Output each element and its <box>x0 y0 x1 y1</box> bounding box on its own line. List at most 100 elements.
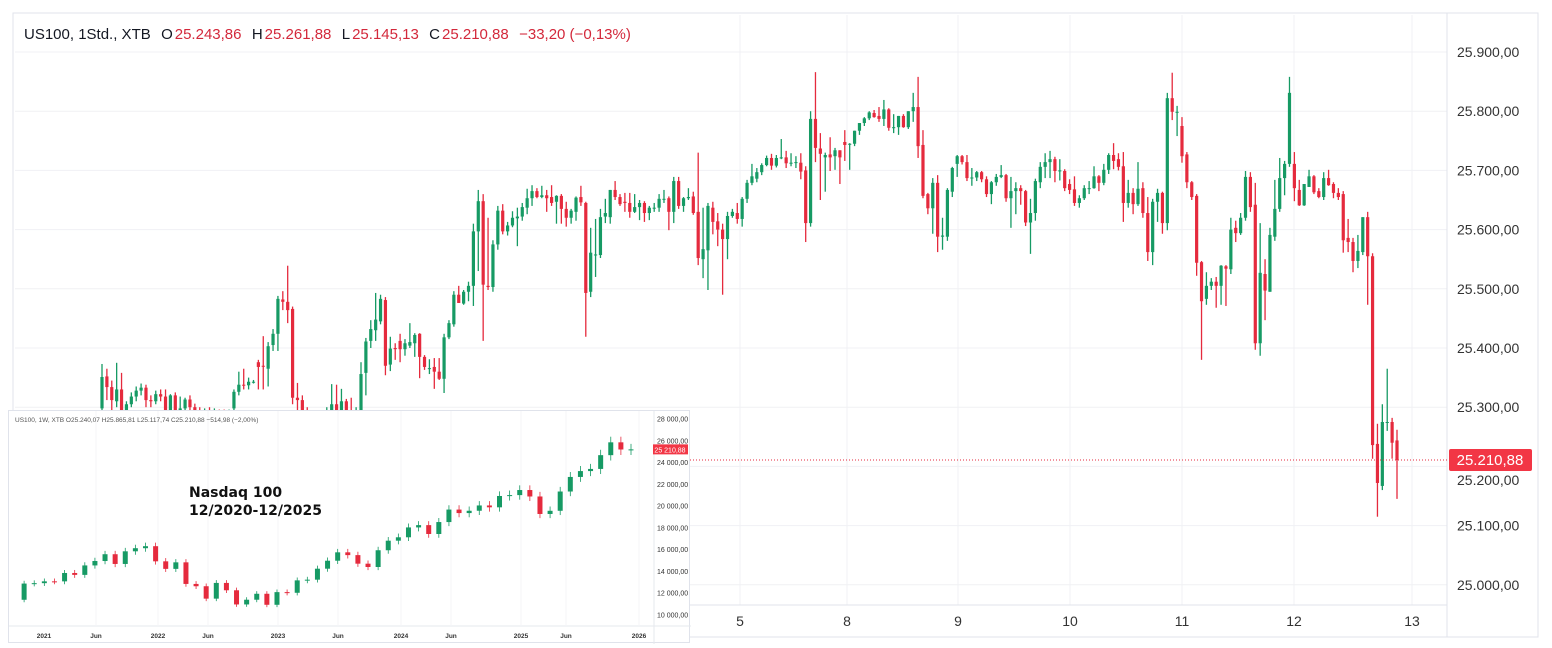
candle <box>466 281 471 302</box>
candle <box>476 189 480 272</box>
candle-body <box>178 408 182 411</box>
candle-body <box>936 182 940 237</box>
candle-body <box>1077 198 1081 203</box>
candle-body <box>765 157 769 166</box>
candle-body <box>950 168 954 192</box>
inset-title: Nasdaq 100 12/2020-12/2025 <box>189 484 322 520</box>
inset-candle <box>51 578 57 585</box>
candle-body <box>955 156 959 164</box>
inset-candle <box>567 472 573 497</box>
candle <box>725 211 730 260</box>
candle <box>256 359 260 390</box>
candle <box>1234 220 1238 243</box>
candle <box>701 207 705 279</box>
candle <box>139 383 143 396</box>
inset-candle-body <box>466 510 472 514</box>
inset-candle-body <box>264 593 270 605</box>
candle-body <box>1278 178 1282 209</box>
inset-candle <box>497 491 503 512</box>
inset-candle <box>244 597 250 607</box>
candle-body <box>1180 126 1184 157</box>
inset-candle-body <box>82 565 88 575</box>
candle-body <box>1341 194 1345 241</box>
candle-body <box>921 144 925 196</box>
candle <box>760 163 764 176</box>
inset-y-tick-label: 16 000,00 <box>657 547 688 554</box>
candle <box>755 168 759 183</box>
candle <box>393 343 397 360</box>
candle <box>1082 185 1086 200</box>
candle <box>882 99 886 126</box>
candle <box>1312 175 1316 195</box>
inset-candle-body <box>486 505 492 508</box>
candle <box>119 372 124 417</box>
close-label: C <box>429 26 441 43</box>
inset-candle-body <box>375 550 381 567</box>
inset-candle <box>416 521 422 532</box>
candle <box>896 115 901 135</box>
candle-body <box>510 217 515 226</box>
inset-candle <box>335 548 341 564</box>
candle-body <box>168 395 173 411</box>
time-axis[interactable]: 5 8 9 10 11 12 13 <box>736 613 1420 629</box>
candle <box>735 202 739 224</box>
price-axis[interactable]: 25.900,00 25.800,00 25.700,00 25.600,00 25.5… <box>1457 44 1519 593</box>
y-tick-label: 25.000,00 <box>1457 577 1519 593</box>
candle <box>237 371 241 396</box>
inset-candle <box>223 580 229 593</box>
candle-body <box>359 374 363 414</box>
candle <box>1214 276 1218 308</box>
candle-body <box>271 333 275 346</box>
candle <box>1199 260 1204 360</box>
candle <box>359 362 363 415</box>
candle-body <box>1331 184 1336 193</box>
candle-body <box>862 118 866 124</box>
candle <box>1229 217 1233 274</box>
candle <box>520 202 524 221</box>
candle-body <box>286 301 290 311</box>
inset-candle <box>183 559 189 587</box>
candle-body <box>1033 181 1037 214</box>
candle-body <box>696 211 700 259</box>
candle-body <box>408 342 412 346</box>
candle <box>1253 182 1257 350</box>
candle <box>877 107 881 122</box>
candle-body <box>237 384 241 392</box>
inset-candle <box>294 577 300 596</box>
candle <box>471 223 475 306</box>
candle <box>418 333 422 379</box>
candle <box>852 130 857 147</box>
candle <box>295 382 300 411</box>
inset-candle <box>466 506 472 518</box>
candle <box>481 194 485 341</box>
candle <box>672 176 676 224</box>
inset-price-label: 25 210,88 <box>654 447 685 454</box>
inset-candle <box>21 580 27 603</box>
inset-candle-body <box>132 548 138 552</box>
inset-candle-body <box>284 592 290 594</box>
candle <box>1024 189 1028 227</box>
candle <box>950 166 954 198</box>
inset-candle-body <box>223 582 229 591</box>
candle <box>965 155 969 182</box>
candle <box>1155 188 1160 222</box>
inset-candle <box>395 533 401 545</box>
candle-body <box>1307 176 1311 187</box>
candle <box>999 165 1003 179</box>
inset-candle <box>608 436 614 461</box>
candle-body <box>838 150 842 158</box>
candle-body <box>1067 184 1072 190</box>
inset-candle <box>102 550 108 565</box>
candle-body <box>1302 184 1306 206</box>
candle <box>1375 423 1380 517</box>
candle <box>115 362 119 408</box>
candle <box>1361 217 1365 256</box>
symbol-info[interactable]: US100, 1Std., XTB <box>24 26 151 43</box>
candle-body <box>520 207 524 217</box>
candle-body <box>789 162 793 164</box>
candle-body <box>916 107 920 147</box>
inset-candle <box>203 583 209 602</box>
current-price-tag <box>1449 448 1532 471</box>
inset-candle-body <box>608 442 614 456</box>
candle-body <box>290 308 295 398</box>
